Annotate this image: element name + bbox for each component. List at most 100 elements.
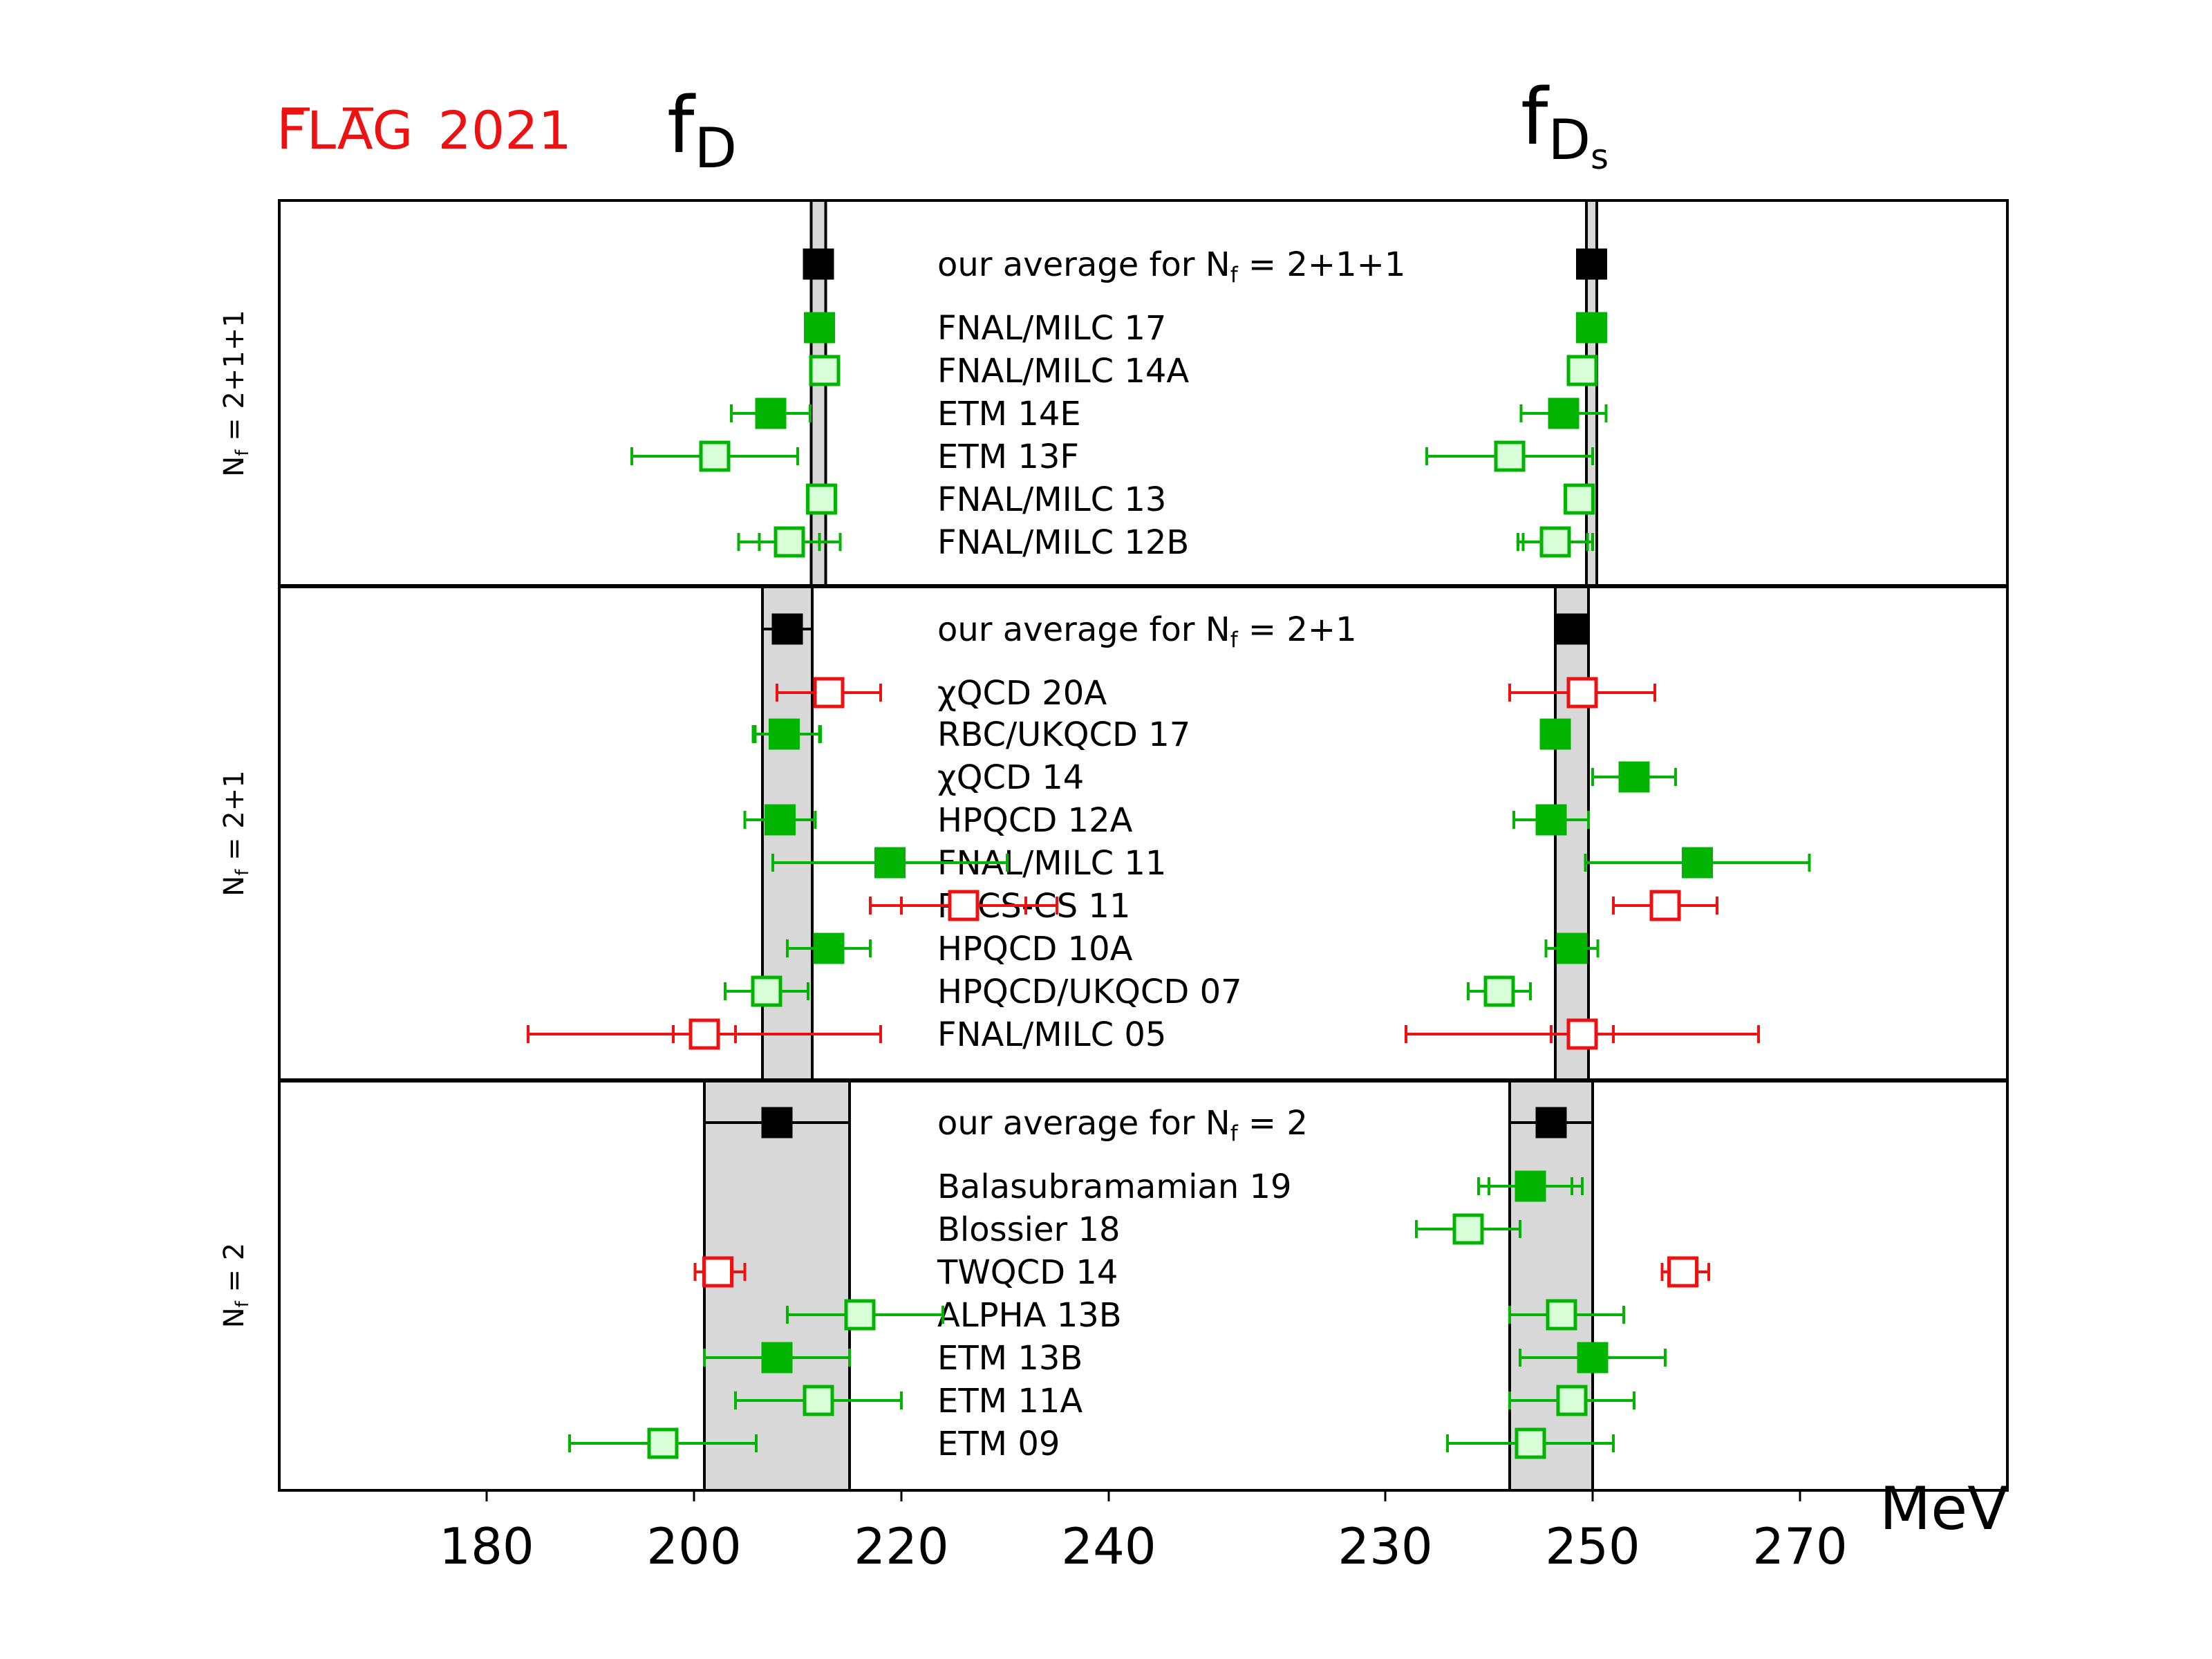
point-fDs-0-6: [1517, 526, 1594, 558]
point-fD-1-0: [761, 613, 814, 645]
entry-label-1-3: χQCD 14: [937, 758, 1084, 797]
header-fDs-subsub: s: [1591, 137, 1609, 177]
marker-fD-1-9: [688, 1018, 720, 1050]
point-fDs-1-8: [1467, 975, 1532, 1007]
point-fD-1-8: [724, 975, 809, 1007]
tick-label-fD-200: 200: [646, 1517, 741, 1575]
entry-label-0-6: FNAL/MILC 12B: [937, 523, 1189, 562]
header-fDs-sub: D: [1548, 108, 1591, 172]
marker-fD-1-8: [751, 975, 782, 1007]
x-axis-ticks: 180 200 220 240 230 250 270: [439, 1490, 1848, 1575]
panel-labels: Nf = 2+1+1 Nf = 2+1 Nf = 2: [218, 310, 253, 1328]
panel-label-1: Nf = 2+1: [218, 770, 253, 896]
entry-label-0-3: ETM 14E: [937, 395, 1081, 433]
header-fD-sub: D: [694, 116, 737, 180]
point-fD-1-4: [743, 804, 817, 836]
point-fD-1-7: [786, 932, 872, 964]
entry-label-2-0: our average for Nf = 2: [937, 1104, 1308, 1146]
tick-label-fD-240: 240: [1061, 1517, 1156, 1575]
marker-fDs-1-1: [1566, 677, 1598, 709]
point-fD-0-0: [803, 248, 834, 280]
point-fDs-1-6: [1612, 890, 1718, 921]
logo-year-text: 2021: [438, 100, 572, 161]
marker-fD-1-0: [771, 613, 803, 645]
marker-fD-0-3: [755, 397, 787, 429]
entry-label-2-4: ALPHA 13B: [937, 1296, 1122, 1335]
marker-fDs-1-5: [1682, 847, 1713, 879]
marker-fD-2-7: [647, 1427, 679, 1459]
marker-fD-0-5: [806, 483, 837, 515]
point-fDs-2-0: [1508, 1107, 1594, 1138]
marker-fDs-2-2: [1452, 1213, 1484, 1245]
entry-label-2-2: Blossier 18: [937, 1210, 1121, 1249]
entry-label-0-5: FNAL/MILC 13: [937, 480, 1166, 519]
marker-fD-2-4: [844, 1299, 876, 1331]
entry-label-1-2: RBC/UKQCD 17: [937, 715, 1190, 754]
entry-label-2-1: Balasubramamian 19: [937, 1168, 1292, 1206]
point-fDs-0-4: [1425, 440, 1594, 472]
marker-fDs-1-7: [1556, 932, 1588, 964]
point-fDs-1-7: [1544, 932, 1600, 964]
marker-fDs-1-4: [1535, 804, 1567, 836]
marker-fDs-1-2: [1539, 718, 1571, 750]
entry-label-1-9: FNAL/MILC 05: [937, 1015, 1166, 1054]
marker-fD-1-5: [874, 847, 906, 879]
point-fD-2-7: [568, 1427, 758, 1459]
unit-label: MeV: [1880, 1474, 2008, 1544]
marker-fDs-0-6: [1539, 526, 1571, 558]
point-fDs-0-3: [1519, 397, 1608, 429]
panel-label-2: Nf = 2: [218, 1243, 253, 1328]
svg-text:FLAG 2021: FLAG 2021: [276, 100, 572, 161]
marker-fD-1-7: [813, 932, 845, 964]
marker-fDs-2-0: [1535, 1107, 1567, 1138]
point-fDs-1-5: [1584, 847, 1811, 879]
entry-label-2-3: TWQCD 14: [937, 1253, 1118, 1292]
point-fD-0-5: [806, 483, 837, 515]
flag-logo: FLAG 2021: [276, 100, 572, 161]
point-fDs-0-1: [1576, 312, 1607, 344]
entry-label-0-0: our average for Nf = 2+1+1: [937, 245, 1405, 288]
entry-label-1-7: HPQCD 10A: [937, 930, 1133, 968]
marker-fD-1-2: [769, 718, 800, 750]
point-fD-2-0: [703, 1107, 851, 1138]
point-fDs-2-6: [1508, 1385, 1635, 1416]
point-fD-2-4: [786, 1299, 944, 1331]
plot-frame: [278, 199, 2009, 1492]
point-fDs-1-9: [1405, 1018, 1760, 1050]
point-fD-1-1: [776, 677, 882, 709]
marker-fDs-1-6: [1649, 890, 1681, 921]
header-fDs: fDs: [1521, 73, 1609, 177]
marker-fDs-2-7: [1515, 1427, 1546, 1459]
entry-label-1-0: our average for Nf = 2+1: [937, 610, 1357, 653]
marker-fD-2-6: [803, 1385, 834, 1416]
marker-fDs-2-1: [1515, 1170, 1546, 1202]
point-fDs-0-2: [1566, 355, 1598, 386]
svg-text:fD: fD: [667, 81, 737, 180]
point-fDs-1-3: [1591, 761, 1677, 793]
marker-fD-0-6: [774, 526, 805, 558]
marker-fDs-1-9: [1566, 1018, 1598, 1050]
point-fDs-1-0: [1554, 613, 1590, 645]
entry-label-0-1: FNAL/MILC 17: [937, 309, 1166, 348]
panel-label-0: Nf = 2+1+1: [218, 310, 253, 476]
entry-label-0-4: ETM 13F: [937, 438, 1079, 476]
header-fD-base: f: [667, 81, 696, 171]
marker-fD-2-0: [761, 1107, 793, 1138]
tick-label-fD-180: 180: [439, 1517, 534, 1575]
entry-label-0-2: FNAL/MILC 14A: [937, 352, 1189, 391]
marker-fD-1-6: [948, 890, 980, 921]
entry-label-1-8: HPQCD/UKQCD 07: [937, 973, 1242, 1011]
data-marks: [527, 248, 1811, 1459]
point-fD-2-5: [703, 1342, 851, 1374]
header-fD: fD: [667, 81, 737, 180]
point-fD-0-2: [809, 355, 841, 386]
point-fD-0-6: [737, 526, 842, 558]
tick-label-fDs-270: 270: [1752, 1517, 1847, 1575]
point-fD-2-6: [734, 1385, 903, 1416]
marker-fDs-0-2: [1566, 355, 1598, 386]
tick-label-fDs-230: 230: [1338, 1517, 1432, 1575]
point-fDs-2-7: [1446, 1427, 1615, 1459]
entry-labels: our average for Nf = 2+1+1 FNAL/MILC 17 FN…: [937, 245, 1405, 1463]
point-fDs-0-5: [1564, 483, 1595, 515]
